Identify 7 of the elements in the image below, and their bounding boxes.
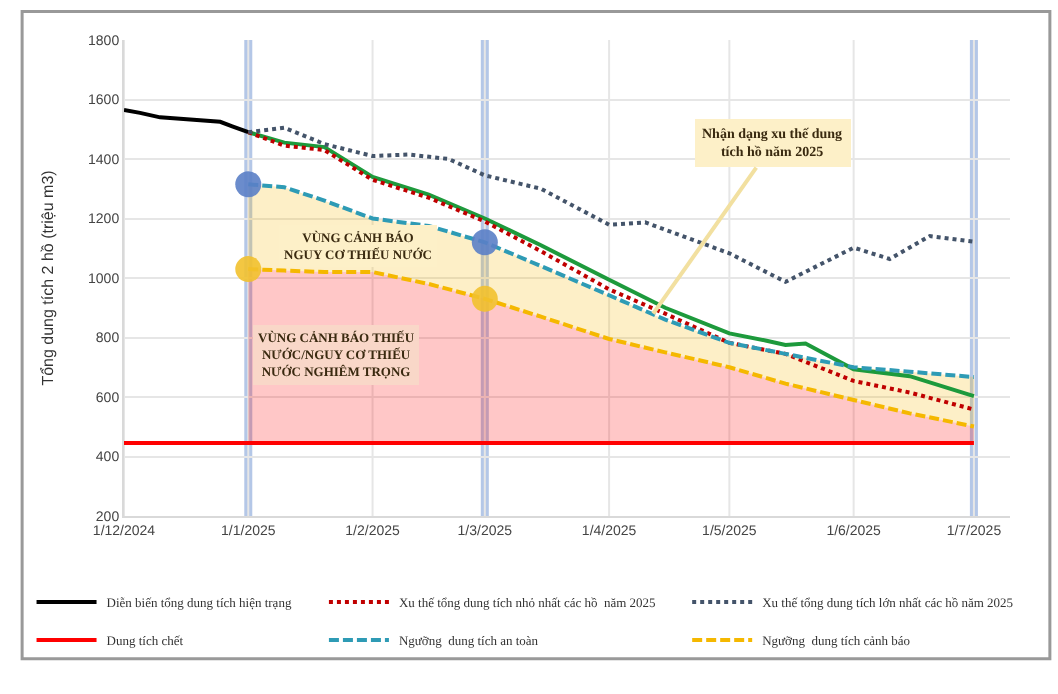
point <box>235 256 262 283</box>
point <box>471 229 498 256</box>
point <box>471 285 498 312</box>
point <box>235 171 262 198</box>
line-series <box>246 125 976 284</box>
y-axis-title: Tổng dung tích 2 hồ (triệu m3) <box>39 169 58 386</box>
line-series <box>124 107 251 135</box>
